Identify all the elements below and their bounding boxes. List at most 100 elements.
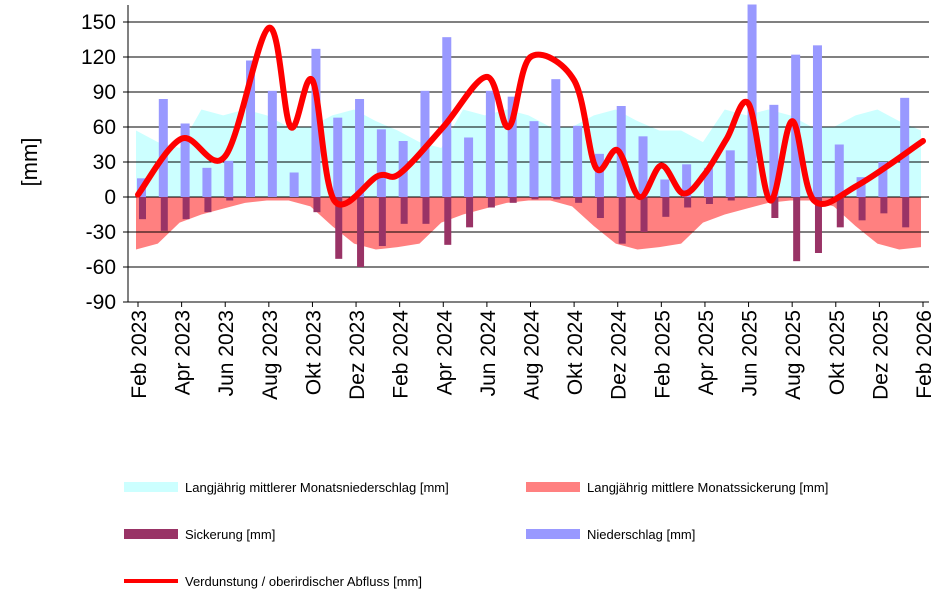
bar-precipitation (464, 137, 474, 197)
bar-seepage (509, 197, 517, 203)
bar-seepage (858, 197, 866, 221)
x-tick-label: Feb 2024 (390, 310, 413, 399)
bar-seepage (705, 197, 713, 204)
x-tick-label: Apr 2025 (695, 310, 718, 395)
x-tick-label: Jun 2025 (739, 310, 762, 396)
legend-label: Langjährig mittlere Monatssickerung [mm] (587, 480, 828, 495)
y-tick-label: 0 (104, 186, 116, 209)
bar-precipitation (529, 121, 539, 197)
bar-seepage (596, 197, 604, 218)
bar-precipitation (725, 150, 735, 197)
bar-seepage (400, 197, 408, 224)
bar-seepage (335, 197, 343, 259)
x-axis: Feb 2023 Apr 2023 Jun 2023 Aug 2023 Okt 2023… (128, 301, 936, 400)
x-tick-label: Okt 2025 (826, 310, 849, 395)
y-tick-label: 30 (93, 151, 116, 174)
bar-precipitation (333, 117, 343, 197)
area-long-term-seepage (136, 197, 921, 250)
bar-precipitation (594, 153, 604, 197)
bar-seepage (814, 197, 822, 253)
bar-seepage (313, 197, 321, 213)
bar-precipitation (812, 45, 822, 198)
x-tick-label: Jun 2024 (477, 310, 500, 397)
bar-precipitation (682, 164, 692, 197)
bar-precipitation (900, 97, 910, 197)
bar-seepage (378, 197, 386, 246)
bar-precipitation (507, 96, 517, 197)
legend-swatch (526, 482, 580, 492)
bar-seepage (727, 197, 735, 201)
x-tick-label: Aug 2023 (259, 310, 282, 400)
plot-area (128, 4, 929, 303)
legend: Langjährig mittlerer Monatsniederschlag … (124, 480, 828, 589)
x-tick-label: Okt 2024 (564, 310, 587, 396)
y-axis-label: [mm] (17, 138, 42, 187)
legend-item: Verdunstung / oberirdischer Abfluss [mm] (124, 574, 422, 589)
x-tick-label: Apr 2023 (172, 310, 195, 395)
bar-precipitation (660, 179, 670, 197)
bar-seepage (553, 197, 561, 200)
x-tick-label: Jun 2023 (215, 310, 238, 396)
bar-seepage (226, 197, 234, 201)
bar-precipitation (180, 123, 190, 197)
bar-precipitation (878, 162, 888, 197)
legend-swatch (124, 529, 178, 539)
legend-label: Sickerung [mm] (185, 527, 275, 542)
legend-swatch (526, 529, 580, 539)
bar-precipitation (246, 60, 256, 197)
y-tick-label: -60 (86, 256, 116, 279)
x-tick-label: Dez 2024 (608, 310, 631, 400)
bar-precipitation (202, 167, 212, 197)
x-tick-label: Dez 2025 (869, 310, 892, 400)
y-tick-label: 90 (93, 81, 116, 104)
legend-label: Verdunstung / oberirdischer Abfluss [mm] (185, 574, 422, 589)
bar-precipitation (769, 104, 779, 197)
legend-item: Sickerung [mm] (124, 527, 275, 542)
bar-seepage (640, 197, 648, 232)
y-tick-label: 150 (81, 11, 116, 34)
bar-seepage (618, 197, 626, 244)
bar-seepage (357, 197, 365, 267)
y-tick-label: -90 (86, 291, 116, 314)
bar-precipitation (289, 172, 299, 197)
bar-seepage (204, 197, 212, 213)
bar-seepage (793, 197, 801, 262)
x-tick-label: Dez 2023 (346, 310, 369, 400)
y-axis: 150 120 90 60 30 0 -30 -60 -90 (81, 5, 129, 314)
area-long-term-precipitation (136, 109, 921, 197)
line-evapotranspiration (135, 24, 926, 208)
x-tick-label: Okt 2023 (302, 310, 325, 395)
bar-precipitation (376, 129, 386, 197)
bar-precipitation (551, 79, 561, 197)
bar-precipitation (703, 167, 713, 197)
bar-seepage (422, 197, 430, 224)
bar-seepage (444, 197, 452, 245)
bar-precipitation (224, 160, 234, 197)
bar-precipitation (485, 90, 495, 197)
x-tick-label: Apr 2024 (433, 310, 456, 396)
bar-precipitation (747, 4, 757, 197)
x-tick-label: Feb 2026 (913, 310, 936, 399)
legend-label: Langjährig mittlerer Monatsniederschlag … (185, 480, 449, 495)
x-tick-label: Aug 2025 (782, 310, 805, 400)
y-tick-label: 120 (81, 46, 116, 69)
bar-precipitation (267, 90, 277, 197)
bar-seepage (466, 197, 474, 228)
bar-seepage (836, 197, 844, 228)
x-tick-label: Aug 2024 (521, 310, 544, 400)
bar-seepage (880, 197, 888, 214)
bar-seepage (684, 197, 692, 208)
bar-seepage (139, 197, 146, 220)
legend-swatch (124, 482, 178, 492)
bar-seepage (771, 197, 779, 218)
bar-seepage (531, 197, 539, 200)
legend-item: Niederschlag [mm] (526, 527, 695, 542)
bar-precipitation (834, 144, 844, 197)
bar-seepage (902, 197, 910, 228)
x-tick-label: Feb 2025 (651, 310, 674, 399)
legend-item: Langjährig mittlerer Monatsniederschlag … (124, 480, 449, 495)
bar-seepage (160, 197, 168, 231)
bar-seepage (575, 197, 583, 203)
bar-precipitation (442, 37, 452, 197)
